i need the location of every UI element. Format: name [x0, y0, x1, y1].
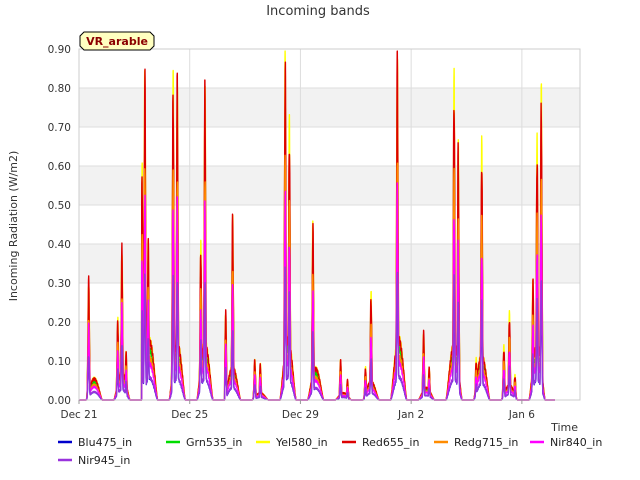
x-tick-label: Dec 29 [282, 409, 319, 421]
grid-bands [79, 88, 580, 361]
legend-item-red655-in: Red655_in [342, 436, 419, 449]
legend-item-nir945-in: Nir945_in [58, 454, 130, 467]
plot-frame [78, 48, 581, 401]
legend-label: Red655_in [362, 436, 419, 449]
y-tick-label: 0.10 [48, 356, 71, 368]
y-tick-label: 0.70 [48, 122, 71, 134]
site-badge-label: VR_arable [86, 35, 148, 48]
legend: Blu475_in Grn535_in Yel580_in Red655_in Redg… [58, 436, 602, 467]
y-tick-label: 0.40 [48, 239, 71, 251]
x-axis-label: Time [550, 421, 578, 434]
legend-label: Redg715_in [454, 436, 518, 449]
y-tick-label: 0.50 [48, 200, 71, 212]
y-tick-label: 0.90 [48, 44, 71, 56]
legend-label: Blu475_in [78, 436, 132, 449]
site-badge-box [79, 31, 155, 51]
y-axis-ticks: 0.00 0.10 0.20 0.30 0.40 0.50 0.60 0.70 0.80 0.90 [48, 44, 71, 407]
legend-label: Yel580_in [275, 436, 328, 449]
chart-title: Incoming bands [266, 4, 370, 19]
grid-band [79, 322, 580, 361]
x-tick-label: Jan 6 [508, 409, 536, 421]
legend-item-grn535-in: Grn535_in [166, 436, 242, 449]
site-badge: VR_arable [79, 31, 155, 51]
y-tick-label: 0.20 [48, 317, 71, 329]
legend-label: Nir840_in [550, 436, 602, 449]
grid-band [79, 166, 580, 205]
grid-band [79, 244, 580, 283]
x-tick-label: Dec 21 [60, 409, 97, 421]
x-tick-label: Dec 25 [171, 409, 208, 421]
plot-area [78, 48, 581, 401]
legend-item-nir840-in: Nir840_in [530, 436, 602, 449]
legend-item-blu475-in: Blu475_in [58, 436, 132, 449]
x-tick-label: Jan 2 [397, 409, 424, 421]
legend-item-redg715-in: Redg715_in [434, 436, 518, 449]
legend-item-yel580-in: Yel580_in [256, 436, 328, 449]
legend-label: Grn535_in [186, 436, 242, 449]
y-tick-label: 0.00 [48, 395, 71, 407]
y-tick-label: 0.80 [48, 83, 71, 95]
grid-band [79, 88, 580, 127]
legend-label: Nir945_in [78, 454, 130, 467]
y-tick-label: 0.60 [48, 161, 71, 173]
x-axis-ticks: Dec 21 Dec 25 Dec 29 Jan 2 Jan 6 [60, 400, 535, 421]
y-tick-label: 0.30 [48, 278, 71, 290]
y-axis-label: Incoming Radiation (W/m2) [7, 151, 20, 302]
